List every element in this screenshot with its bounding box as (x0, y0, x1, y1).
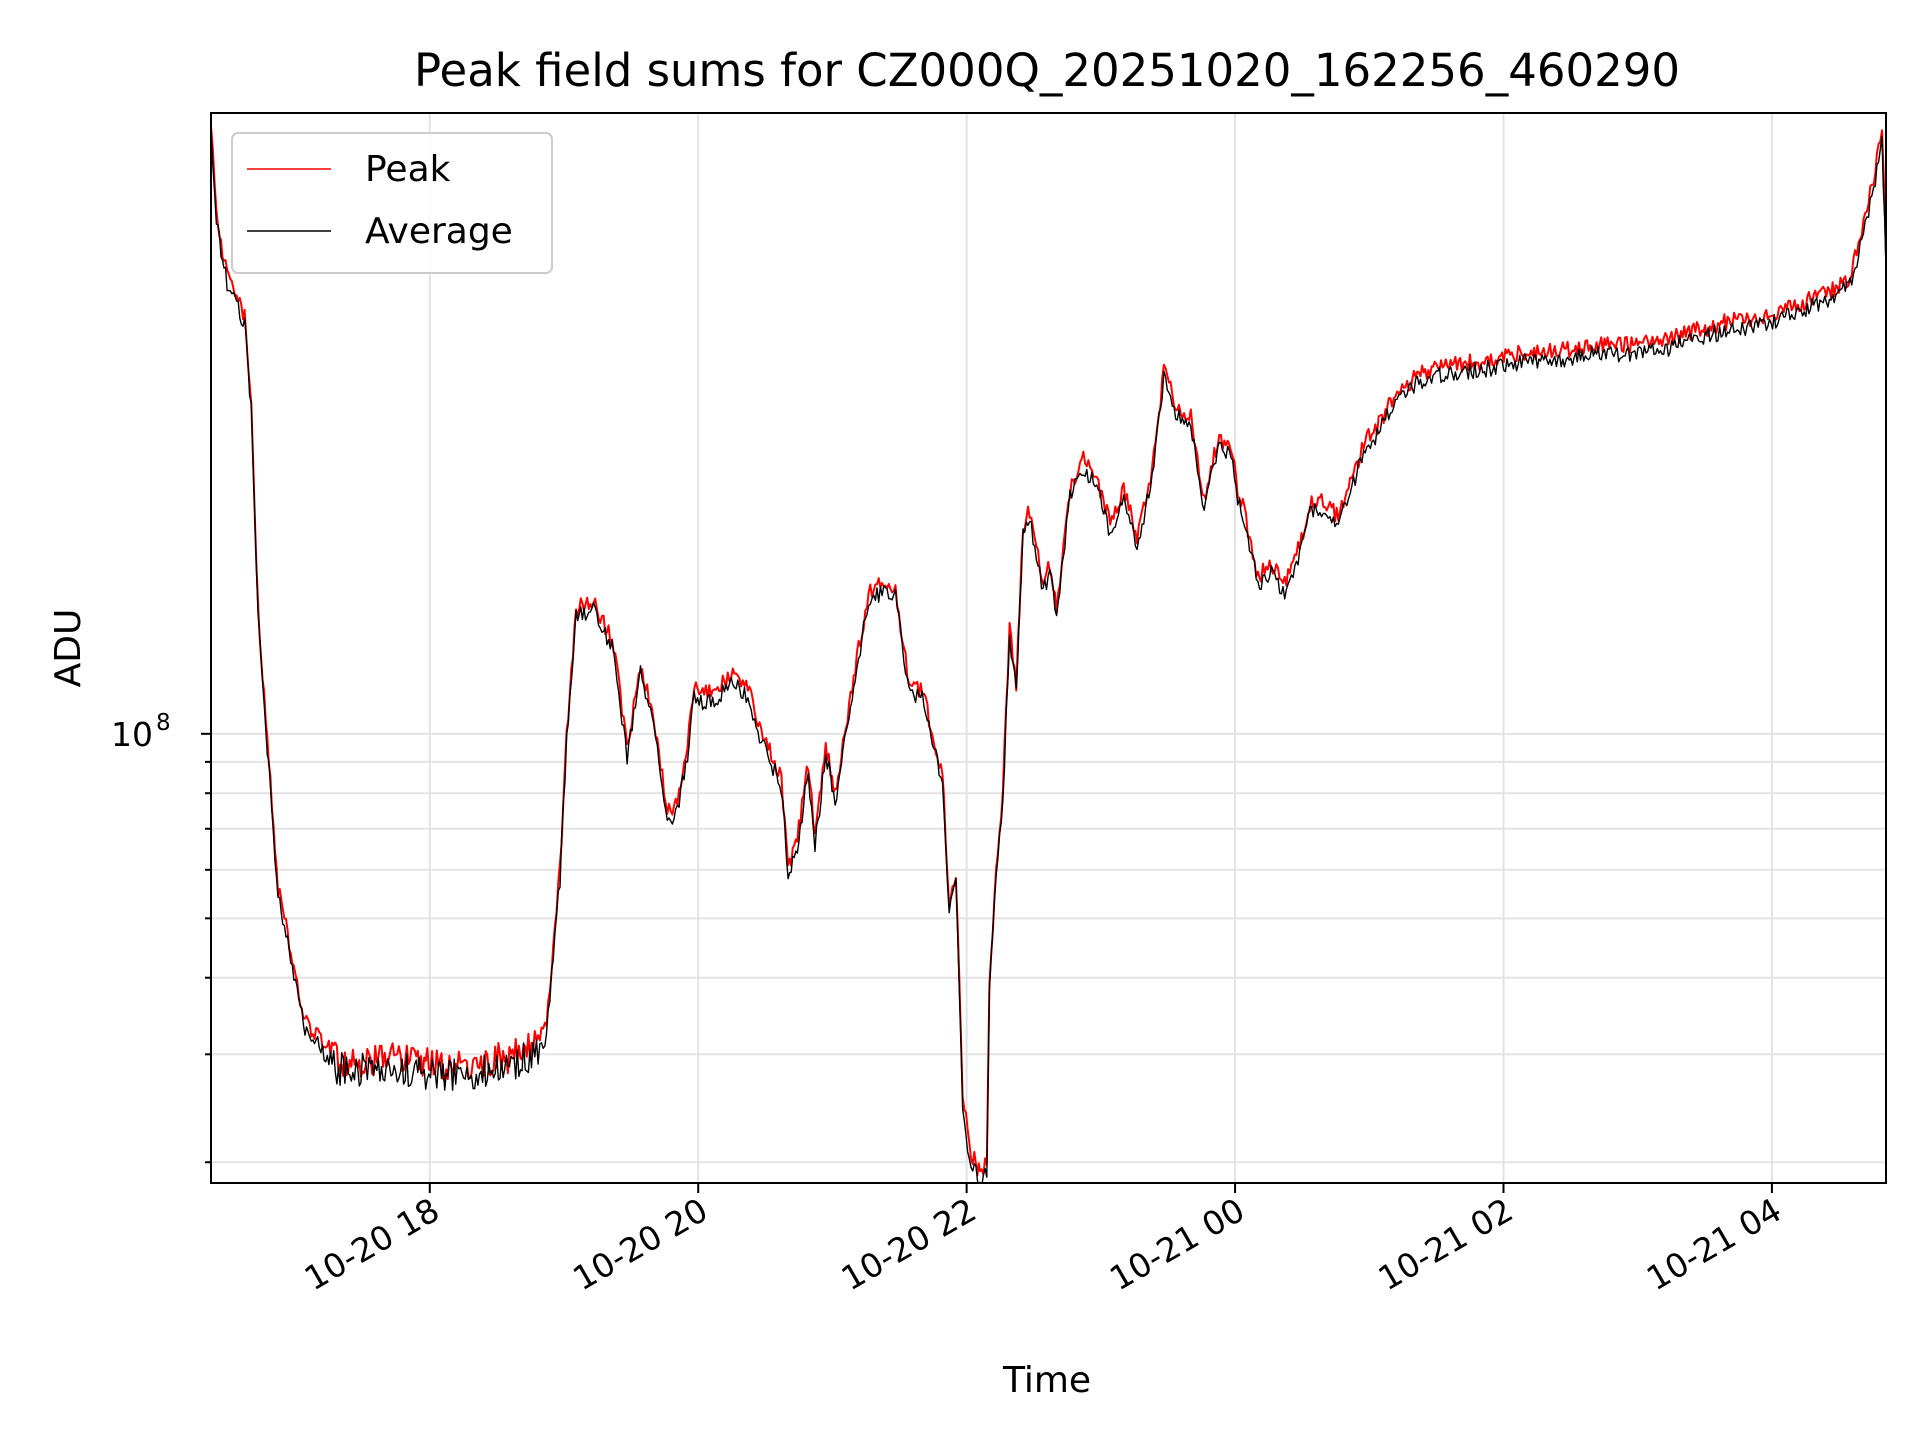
legend-label-peak: Peak (365, 149, 451, 190)
series-group (211, 126, 1886, 1183)
y-axis-ticks: 10 8 (111, 710, 211, 1164)
chart-title: Peak field sums for CZ000Q_20251020_1622… (414, 44, 1680, 97)
grid-lines (211, 113, 1886, 1183)
x-axis-ticks: 10-20 18 10-20 20 10-20 22 10-21 00 10-21 02… (298, 1183, 1788, 1298)
legend-box (231, 132, 553, 274)
series-line-peak (211, 126, 1886, 1177)
x-tick-label: 10-21 00 (1103, 1190, 1251, 1298)
x-tick-label: 10-20 20 (566, 1190, 714, 1298)
plot-frame (210, 112, 1887, 1184)
x-tick-label: 10-20 22 (835, 1190, 983, 1298)
legend-label-average: Average (365, 211, 513, 252)
x-tick-label: 10-21 04 (1640, 1190, 1788, 1298)
y-axis-label: ADU (48, 609, 89, 688)
y-tick-label: 10 (111, 715, 153, 754)
y-tick-label-base: 10 (111, 715, 153, 754)
series-line-average (211, 131, 1886, 1183)
x-axis-label: Time (1002, 1360, 1091, 1401)
x-tick-label: 10-21 02 (1371, 1190, 1519, 1298)
x-tick-label: 10-20 18 (298, 1190, 446, 1298)
legend: Peak Average (231, 132, 553, 274)
y-tick-label-exponent: 8 (156, 710, 171, 736)
